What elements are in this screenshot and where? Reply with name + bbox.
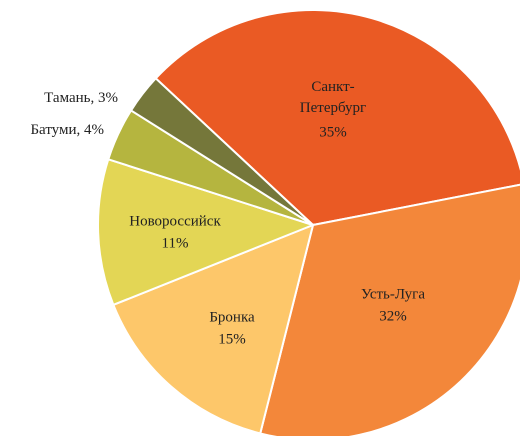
category-label-line: Петербург [300, 100, 366, 116]
value-label: 11% [162, 235, 189, 251]
category-label: Тамань [44, 90, 91, 106]
value-label: , 3% [91, 90, 119, 106]
category-label-line: Санкт- [311, 79, 354, 95]
pie-slice [154, 9, 520, 227]
value-label: , 4% [77, 122, 105, 138]
value-label: 15% [218, 331, 246, 347]
slice-label: Тамань, 3% [44, 90, 118, 106]
value-label: 32% [379, 308, 407, 324]
category-label: Новороссийск [129, 213, 221, 229]
category-label: Усть-Луга [361, 286, 425, 302]
value-label: 35% [319, 124, 347, 140]
pie-slice [129, 76, 314, 226]
pie-slice [259, 183, 520, 436]
category-label: Батуми [30, 122, 76, 138]
slice-label: Батуми, 4% [30, 122, 104, 138]
pie-slice [112, 223, 315, 435]
pie-slice [97, 158, 316, 307]
category-label: Бронка [209, 309, 255, 325]
category-label: Санкт- Петербург [300, 79, 366, 116]
